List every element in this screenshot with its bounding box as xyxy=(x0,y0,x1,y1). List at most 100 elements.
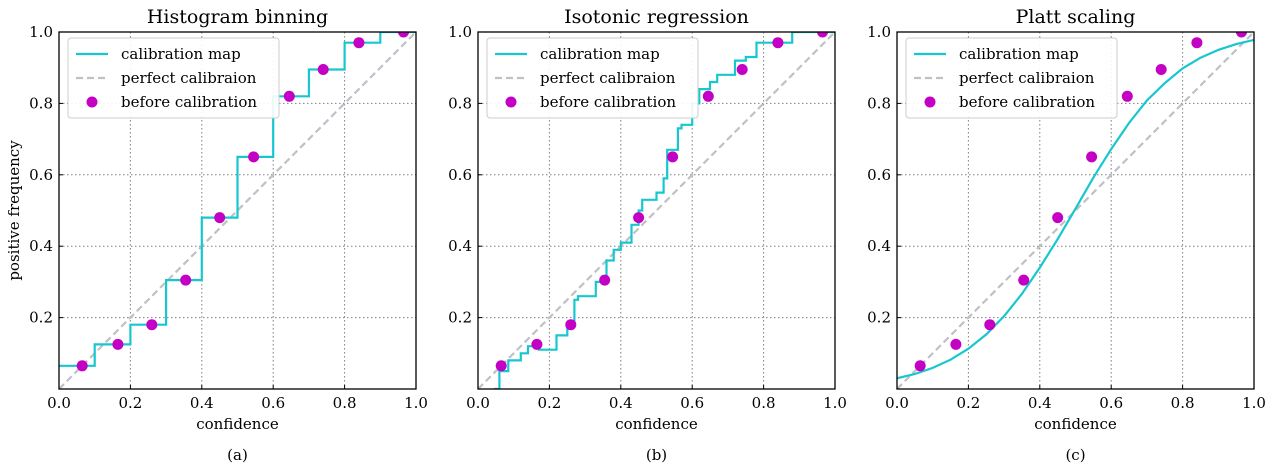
before-calibration-point xyxy=(317,64,329,75)
x-tick-label: 0.4 xyxy=(609,394,633,412)
grid-lines xyxy=(897,32,1254,389)
legend-label: calibration map xyxy=(121,45,241,63)
before-calibration-point xyxy=(112,338,124,350)
before-calibration-point xyxy=(531,338,543,350)
before-calibration-point xyxy=(817,32,828,38)
legend-label: before calibration xyxy=(121,93,257,111)
chart-title: Platt scaling xyxy=(1016,6,1136,28)
legend-box xyxy=(905,37,1118,119)
axes-frame xyxy=(477,31,836,390)
x-tick-label: 0.6 xyxy=(680,394,704,412)
x-tick-label: 1.0 xyxy=(404,394,428,412)
before-calibration-point xyxy=(214,212,226,224)
x-tick-label: 0.0 xyxy=(466,394,490,412)
y-tick-label: 0.6 xyxy=(448,166,472,184)
y-axis-label: positive frequency xyxy=(5,140,23,281)
chart-panel-1: 0.0 0.2 0.4 0.6 0.8 1.0 0.2 0.4 0.6 0.8 1.0 Histogr… xyxy=(5,6,428,464)
y-tick-label: 0.6 xyxy=(29,166,53,184)
y-tick-label: 0.4 xyxy=(29,237,53,255)
grid-lines xyxy=(478,32,835,389)
perfect-calibration-line xyxy=(478,32,835,389)
legend-label: calibration map xyxy=(540,45,660,63)
legend-label: calibration map xyxy=(959,45,1079,63)
x-tick-label: 0.6 xyxy=(261,394,285,412)
plot-area xyxy=(59,32,416,389)
legend-label: perfect calibraion xyxy=(959,69,1095,87)
before-calibration-point xyxy=(1155,64,1167,75)
legend-swatch-before xyxy=(86,96,98,108)
before-calibration-point xyxy=(599,274,611,286)
legend-label: perfect calibraion xyxy=(121,69,257,87)
y-tick-label: 0.8 xyxy=(29,94,53,112)
before-calibration-point xyxy=(1191,37,1203,49)
legend: calibration map perfect calibraion before … xyxy=(486,37,699,119)
x-tick-label: 0.4 xyxy=(190,394,214,412)
before-calibration-point xyxy=(914,360,926,372)
x-tick-label: 1.0 xyxy=(1242,394,1266,412)
y-tick-label: 0.4 xyxy=(448,237,472,255)
legend-label: before calibration xyxy=(959,93,1095,111)
before-calibration-point xyxy=(772,37,784,49)
panel-caption: (c) xyxy=(1065,446,1085,464)
legend-label: before calibration xyxy=(540,93,676,111)
before-calibration-point xyxy=(1236,32,1247,38)
before-calibration-point xyxy=(398,32,409,38)
y-tick-label: 0.2 xyxy=(867,309,891,327)
before-calibration-point xyxy=(1121,90,1133,102)
x-tick-label: 0.6 xyxy=(1099,394,1123,412)
before-calibration-point xyxy=(495,360,507,372)
before-calibration-point xyxy=(283,90,295,102)
before-calibration-point xyxy=(667,151,679,163)
x-axis-label: confidence xyxy=(1034,415,1117,433)
x-tick-label: 0.8 xyxy=(752,394,776,412)
y-tick-label: 1.0 xyxy=(29,23,53,41)
y-tick-label: 0.4 xyxy=(867,237,891,255)
y-tick-label: 0.2 xyxy=(29,309,53,327)
before-calibration-point xyxy=(1052,212,1064,224)
axes-frame xyxy=(58,31,417,390)
legend-box xyxy=(67,37,280,119)
before-calibration-point xyxy=(950,338,962,350)
panel-caption: (b) xyxy=(646,446,667,464)
y-tick-label: 1.0 xyxy=(448,23,472,41)
legend-label: perfect calibraion xyxy=(540,69,676,87)
x-tick-label: 0.2 xyxy=(537,394,561,412)
x-tick-label: 0.2 xyxy=(956,394,980,412)
before-calibration-point xyxy=(248,151,260,163)
before-calibration-point xyxy=(633,212,645,224)
before-calibration-point xyxy=(736,64,748,75)
plot-area xyxy=(478,32,835,389)
x-tick-label: 1.0 xyxy=(823,394,847,412)
perfect-calibration-line xyxy=(59,32,416,389)
before-calibration-point xyxy=(353,37,365,49)
before-calibration-point xyxy=(180,274,192,286)
x-tick-label: 0.8 xyxy=(1171,394,1195,412)
before-calibration-point xyxy=(565,319,577,331)
x-tick-label: 0.2 xyxy=(118,394,142,412)
axes-frame xyxy=(896,31,1255,390)
x-tick-label: 0.0 xyxy=(47,394,71,412)
plot-area xyxy=(897,32,1254,389)
before-calibration-point xyxy=(984,319,996,331)
x-axis-label: confidence xyxy=(615,415,698,433)
x-tick-label: 0.4 xyxy=(1028,394,1052,412)
chart-title: Isotonic regression xyxy=(564,6,749,28)
x-axis-label: confidence xyxy=(196,415,279,433)
chart-panel-3: 0.0 0.2 0.4 0.6 0.8 1.0 0.2 0.4 0.6 0.8 1.0 Platt s… xyxy=(867,6,1266,464)
perfect-calibration-line xyxy=(897,32,1254,389)
legend: calibration map perfect calibraion before … xyxy=(905,37,1118,119)
y-tick-label: 0.6 xyxy=(867,166,891,184)
legend-swatch-before xyxy=(505,96,517,108)
x-tick-label: 0.0 xyxy=(885,394,909,412)
y-tick-label: 1.0 xyxy=(867,23,891,41)
before-calibration-point xyxy=(76,360,88,372)
calibration-map-line xyxy=(897,38,1254,380)
calibration-map-line xyxy=(59,32,416,367)
chart-title: Histogram binning xyxy=(147,6,328,28)
legend: calibration map perfect calibraion before … xyxy=(67,37,280,119)
y-tick-label: 0.2 xyxy=(448,309,472,327)
chart-panel-2: 0.0 0.2 0.4 0.6 0.8 1.0 0.2 0.4 0.6 0.8 1.0 Isotoni… xyxy=(448,6,847,464)
before-calibration-point xyxy=(1086,151,1098,163)
legend-box xyxy=(486,37,699,119)
